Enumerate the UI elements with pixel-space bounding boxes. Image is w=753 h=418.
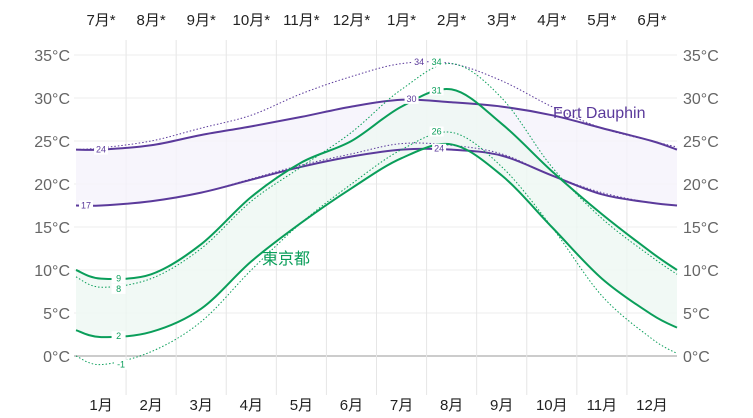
y-tick-left: 0°C: [43, 349, 70, 366]
x-tick-top: 9月*: [187, 12, 216, 29]
x-tick-bottom: 6月: [340, 397, 363, 414]
annotation-bg: [111, 283, 126, 294]
x-tick-top: 1月*: [387, 12, 416, 29]
x-tick-top: 5月*: [587, 12, 616, 29]
annotation-bg: [404, 93, 419, 104]
y-tick-right: 30°C: [683, 91, 719, 108]
y-tick-right: 5°C: [683, 306, 710, 323]
annotation-label: 34: [414, 57, 424, 67]
y-tick-left: 35°C: [34, 48, 70, 65]
x-tick-bottom: 12月: [636, 397, 668, 414]
high-p90-line-1: [75, 63, 678, 288]
annotation-label: 2: [116, 331, 121, 341]
x-tick-bottom: 11月: [587, 397, 618, 414]
annotation-bg: [429, 56, 444, 67]
y-tick-left: 20°C: [34, 177, 70, 194]
x-tick-top: 3月*: [487, 12, 516, 29]
x-tick-bottom: 8月: [440, 397, 463, 414]
x-tick-top: 4月*: [537, 12, 566, 29]
range-band-1: [76, 88, 677, 338]
high-line-1: [75, 87, 678, 281]
y-tick-left: 25°C: [34, 134, 70, 151]
low-p10-line-1: [75, 131, 678, 366]
annotation-label: 24: [96, 145, 106, 155]
annotation-bg: [429, 85, 444, 96]
x-tick-bottom: 4月: [240, 397, 263, 414]
y-tick-right: 10°C: [683, 263, 719, 280]
x-tick-bottom: 9月: [490, 397, 513, 414]
annotation-label: 31: [432, 85, 442, 95]
y-tick-right: 25°C: [683, 134, 719, 151]
x-tick-top: 6月*: [637, 12, 666, 29]
x-tick-top: 7月*: [86, 12, 115, 29]
x-tick-bottom: 5月: [290, 397, 313, 414]
annotation-bg: [111, 331, 126, 342]
x-tick-top: 10月*: [233, 12, 271, 29]
annotation-label: 26: [432, 127, 442, 137]
x-tick-bottom: 10月: [536, 397, 568, 414]
annotation-bg: [114, 359, 129, 370]
low-line-1: [75, 142, 678, 339]
y-tick-left: 15°C: [34, 220, 70, 237]
annotation-bg: [432, 143, 447, 154]
annotation-label: 34: [432, 57, 442, 67]
x-tick-bottom: 2月: [139, 397, 162, 414]
x-tick-top: 11月*: [283, 12, 320, 29]
x-tick-bottom: 1月: [89, 397, 112, 414]
annotation-bg: [429, 126, 444, 137]
y-tick-left: 10°C: [34, 263, 70, 280]
annotation-bg: [111, 273, 126, 284]
x-tick-top: 2月*: [437, 12, 466, 29]
y-tick-right: 0°C: [683, 349, 710, 366]
high-line-0: [75, 98, 678, 151]
x-tick-top: 8月*: [137, 12, 166, 29]
low-line-0: [75, 147, 678, 207]
x-tick-bottom: 7月: [390, 397, 413, 414]
y-tick-left: 5°C: [43, 306, 70, 323]
annotation-bg: [94, 144, 109, 155]
annotation-bg: [412, 56, 427, 67]
high-p90-line-0: [75, 61, 678, 151]
annotation-label: 9: [116, 274, 121, 284]
annotation-label: 30: [407, 94, 417, 104]
low-p10-line-0: [75, 142, 678, 207]
y-tick-right: 35°C: [683, 48, 719, 65]
annotation-label: 17: [81, 201, 91, 211]
annotation-bg: [79, 200, 94, 211]
x-tick-top: 12月*: [333, 12, 371, 29]
legend-label-tokyo: 東京都: [262, 250, 310, 268]
annotation-label: -1: [117, 360, 125, 370]
range-band-0: [76, 99, 677, 206]
y-tick-right: 20°C: [683, 177, 719, 194]
legend-label-fort-dauphin: Fort Dauphin: [553, 105, 646, 122]
x-tick-bottom: 3月: [190, 397, 213, 414]
annotation-label: 8: [116, 284, 121, 294]
y-tick-right: 15°C: [683, 220, 719, 237]
annotation-label: 24: [434, 144, 444, 154]
y-tick-left: 30°C: [34, 91, 70, 108]
